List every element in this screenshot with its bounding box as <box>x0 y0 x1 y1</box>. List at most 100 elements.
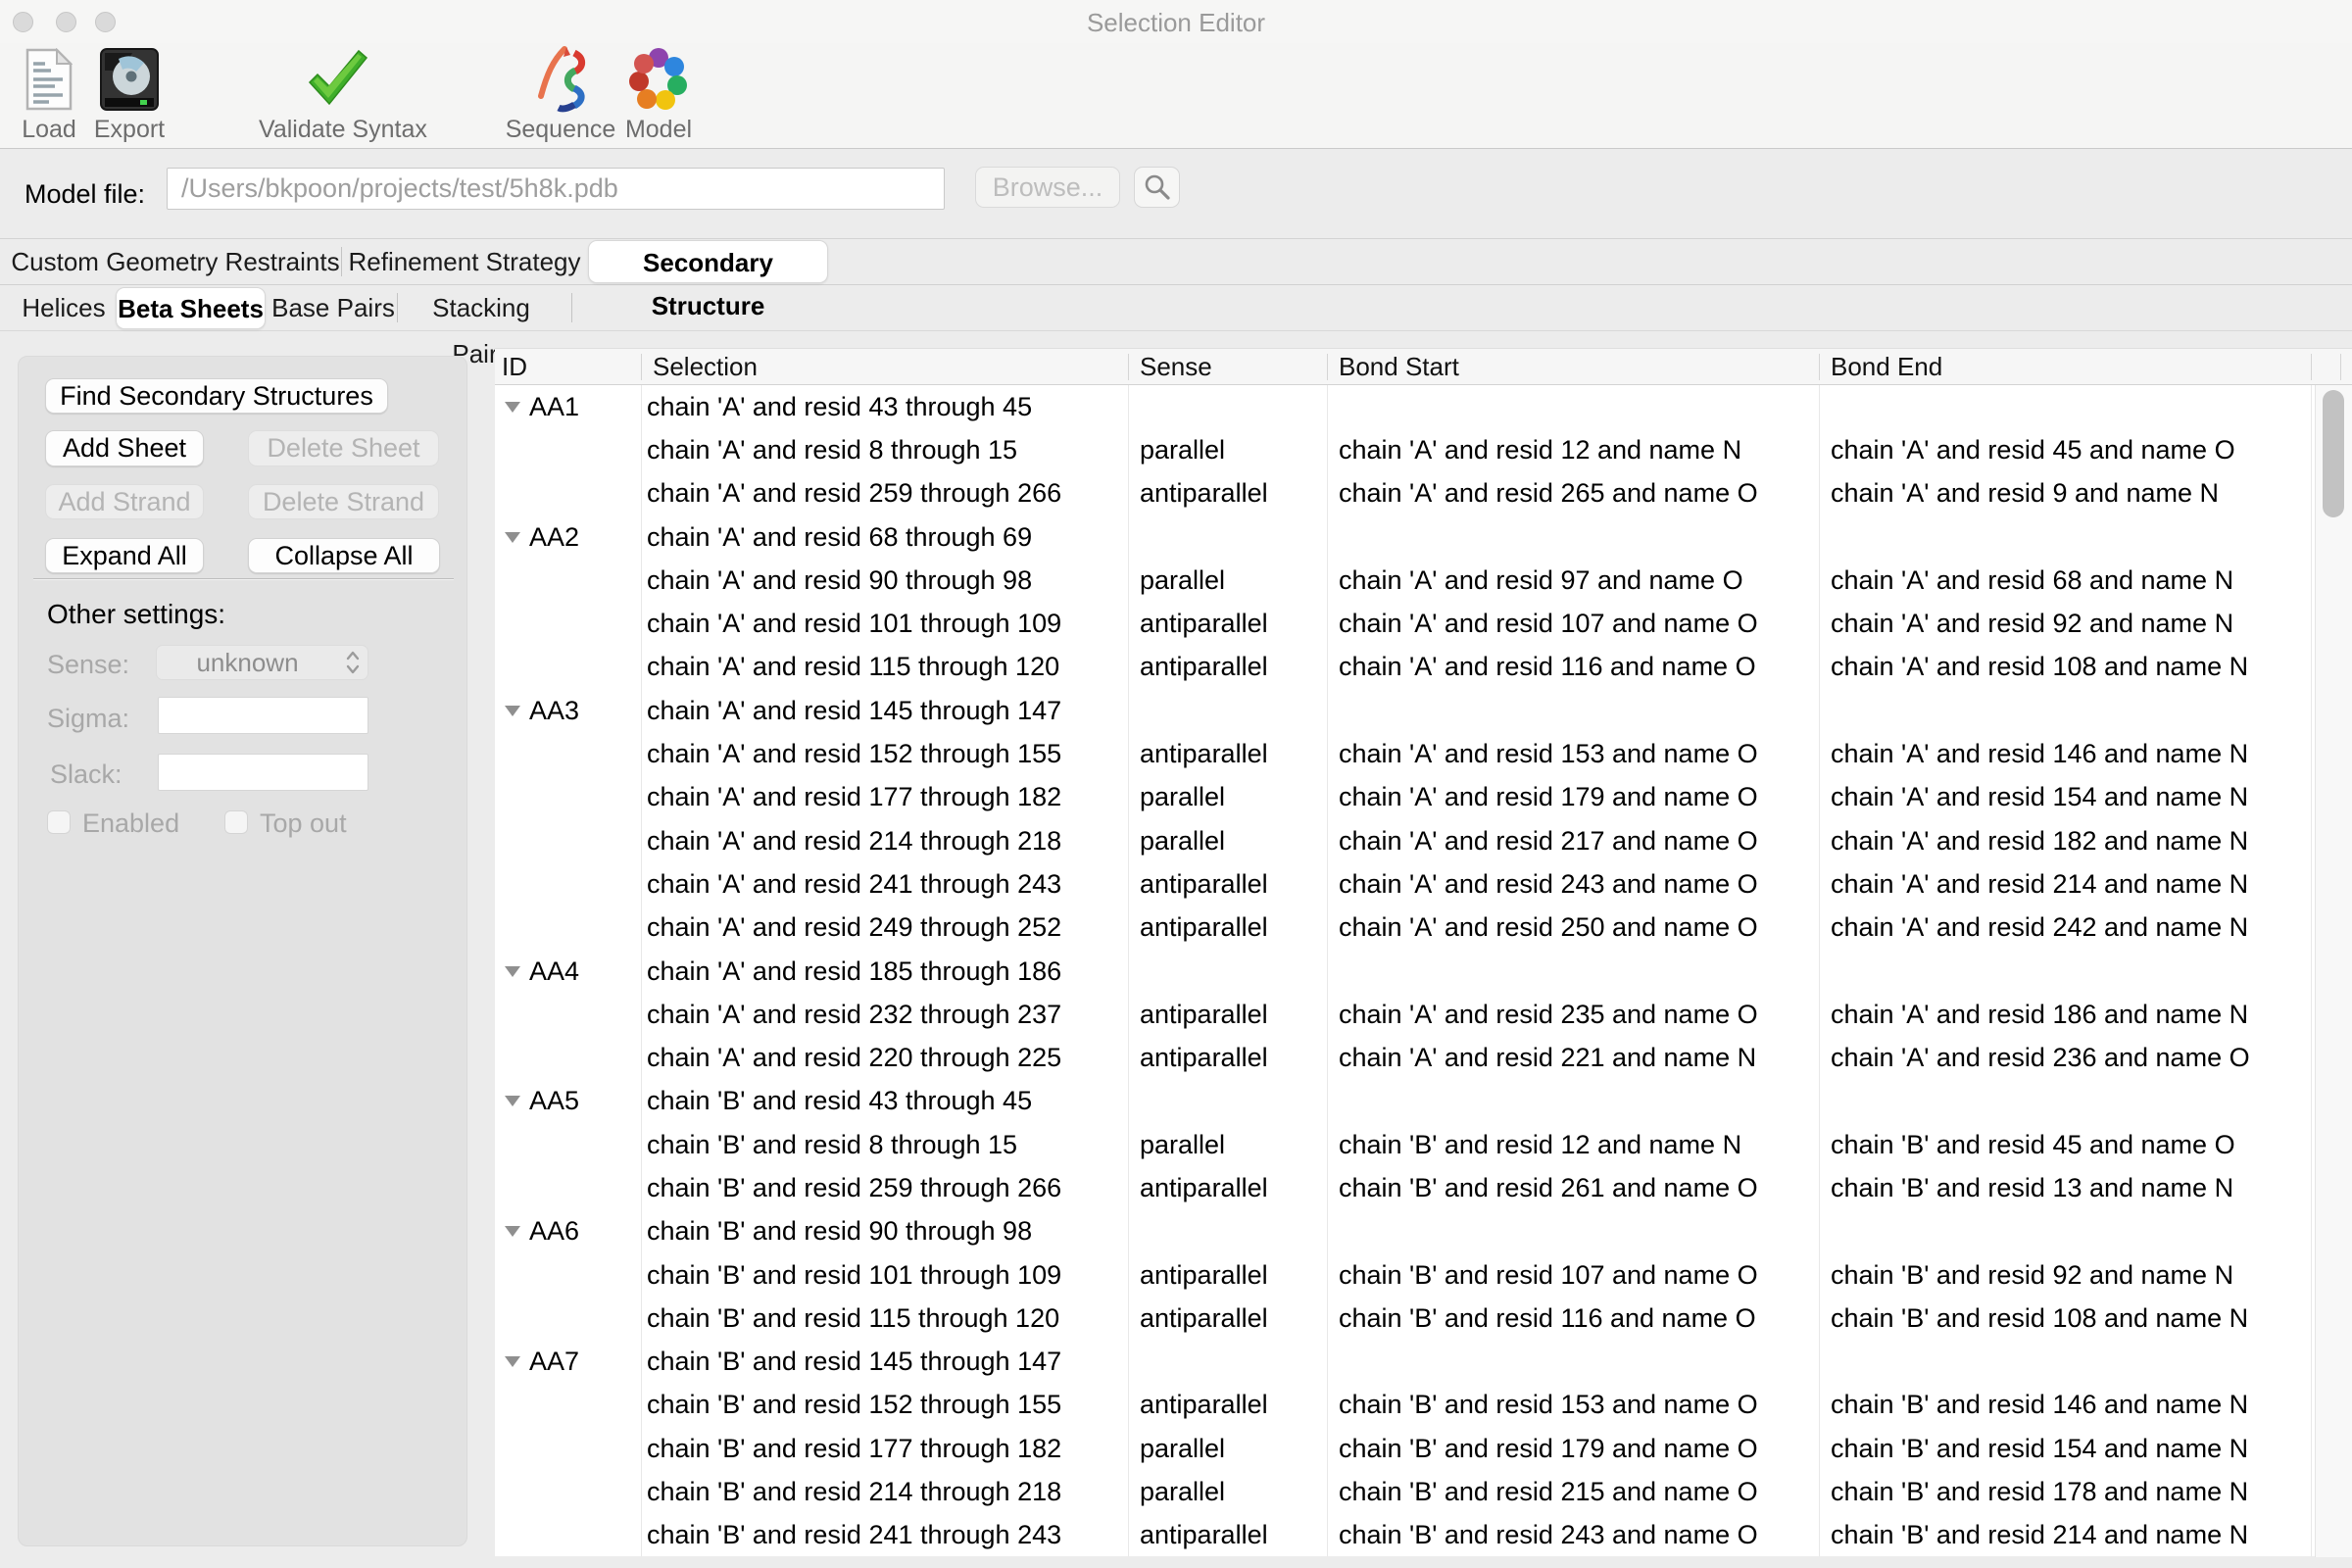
sheet-id-label: AA7 <box>529 1347 580 1377</box>
bond-end-cell: chain 'B' and resid 214 and name N <box>1831 1520 2249 1550</box>
sheet-group-row[interactable]: AA1 chain 'A' and resid 43 through 45 <box>495 385 2315 428</box>
sense-cell: antiparallel <box>1140 1302 1268 1333</box>
strand-row[interactable]: chain 'A' and resid 214 through 218 paral… <box>495 819 2315 862</box>
strand-row[interactable]: chain 'A' and resid 259 through 266 antip… <box>495 472 2315 515</box>
selection-cell: chain 'B' and resid 101 through 109 <box>647 1259 1062 1290</box>
strand-row[interactable]: chain 'B' and resid 152 through 155 antip… <box>495 1384 2315 1427</box>
add-sheet-button[interactable]: Add Sheet <box>45 430 204 466</box>
column-header-sense[interactable]: Sense <box>1140 352 1212 381</box>
selection-cell: chain 'A' and resid 220 through 225 <box>647 1043 1062 1073</box>
strand-row[interactable]: chain 'A' and resid 232 through 237 antip… <box>495 993 2315 1036</box>
column-divider[interactable] <box>1128 354 1129 380</box>
disclosure-triangle-icon[interactable] <box>505 531 520 543</box>
strand-row[interactable]: chain 'B' and resid 101 through 109 antip… <box>495 1253 2315 1297</box>
strand-row[interactable]: chain 'A' and resid 152 through 155 antip… <box>495 732 2315 775</box>
strand-row[interactable]: chain 'A' and resid 115 through 120 antip… <box>495 646 2315 689</box>
zoom-window-icon[interactable] <box>95 12 116 32</box>
validate-syntax-button[interactable]: Validate Syntax <box>259 45 427 144</box>
search-file-button[interactable] <box>1134 167 1180 208</box>
vertical-scrollbar[interactable] <box>2315 385 2352 1557</box>
strand-row[interactable]: chain 'B' and resid 115 through 120 antip… <box>495 1297 2315 1340</box>
sheet-id-label: AA3 <box>529 695 580 725</box>
sheet-group-row[interactable]: AA3 chain 'A' and resid 145 through 147 <box>495 689 2315 732</box>
row-id-cell: AA1 <box>495 392 641 422</box>
selection-cell: chain 'A' and resid 177 through 182 <box>647 782 1062 812</box>
tab-custom-geometry-restraints[interactable]: Custom Geometry Restraints <box>11 247 340 276</box>
column-header-bond-end[interactable]: Bond End <box>1831 352 1943 381</box>
model-button[interactable]: Model <box>619 45 698 144</box>
delete-strand-button[interactable]: Delete Strand <box>248 484 439 519</box>
selection-cell: chain 'A' and resid 232 through 237 <box>647 999 1062 1029</box>
sigma-field[interactable] <box>158 697 368 734</box>
top-out-checkbox[interactable] <box>224 810 248 834</box>
expand-all-button[interactable]: Expand All <box>45 538 204 573</box>
strand-row[interactable]: chain 'B' and resid 214 through 218 paral… <box>495 1470 2315 1513</box>
disclosure-triangle-icon[interactable] <box>505 1226 520 1238</box>
tab-beta-sheets[interactable]: Beta Sheets <box>116 287 266 329</box>
bond-end-cell: chain 'A' and resid 108 and name N <box>1831 652 2249 682</box>
browse-button[interactable]: Browse... <box>975 167 1120 208</box>
sense-cell: antiparallel <box>1140 652 1268 682</box>
add-strand-button[interactable]: Add Strand <box>45 484 204 519</box>
disclosure-triangle-icon[interactable] <box>505 705 520 716</box>
tab-secondary-structure[interactable]: Secondary Structure <box>588 240 828 320</box>
tab-stacking-pairs[interactable]: Stacking Pairs <box>432 293 530 368</box>
sense-cell: parallel <box>1140 825 1226 856</box>
strand-row[interactable]: chain 'A' and resid 90 through 98 paralle… <box>495 559 2315 602</box>
export-button[interactable]: Export <box>90 45 169 144</box>
disclosure-triangle-icon[interactable] <box>505 965 520 977</box>
selection-cell: chain 'B' and resid 259 through 266 <box>647 1172 1062 1202</box>
column-gridline <box>1128 385 1129 1556</box>
tab-helices[interactable]: Helices <box>22 293 106 322</box>
find-secondary-structures-button[interactable]: Find Secondary Structures <box>45 378 388 414</box>
disclosure-triangle-icon[interactable] <box>505 1356 520 1368</box>
column-divider[interactable] <box>641 354 642 380</box>
tab-refinement-strategy[interactable]: Refinement Strategy <box>348 247 581 276</box>
strand-row[interactable]: chain 'B' and resid 177 through 182 paral… <box>495 1427 2315 1470</box>
disclosure-triangle-icon[interactable] <box>505 401 520 413</box>
sheet-group-row[interactable]: AA7 chain 'B' and resid 145 through 147 <box>495 1341 2315 1384</box>
tab-base-pairs[interactable]: Base Pairs <box>271 293 395 322</box>
sequence-button[interactable]: Sequence <box>482 45 639 144</box>
sense-dropdown[interactable]: unknown <box>156 645 368 680</box>
scrollbar-thumb[interactable] <box>2323 390 2344 517</box>
disclosure-triangle-icon[interactable] <box>505 1096 520 1107</box>
column-divider[interactable] <box>1327 354 1328 380</box>
selection-cell: chain 'A' and resid 259 through 266 <box>647 478 1062 509</box>
strand-row[interactable]: chain 'A' and resid 249 through 252 antip… <box>495 906 2315 950</box>
strand-row[interactable]: chain 'A' and resid 8 through 15 parallel… <box>495 428 2315 471</box>
column-header-selection[interactable]: Selection <box>653 352 758 381</box>
sheet-group-row[interactable]: AA2 chain 'A' and resid 68 through 69 <box>495 515 2315 559</box>
bond-end-cell: chain 'A' and resid 242 and name N <box>1831 912 2249 943</box>
delete-sheet-button[interactable]: Delete Sheet <box>248 430 439 466</box>
strand-row[interactable]: chain 'B' and resid 241 through 243 antip… <box>495 1514 2315 1557</box>
selection-cell: chain 'A' and resid 68 through 69 <box>647 521 1033 552</box>
selection-cell: chain 'A' and resid 214 through 218 <box>647 825 1062 856</box>
slack-field[interactable] <box>158 754 368 791</box>
column-divider[interactable] <box>2311 354 2312 380</box>
strand-row[interactable]: chain 'A' and resid 241 through 243 antip… <box>495 862 2315 906</box>
collapse-all-button[interactable]: Collapse All <box>248 538 440 573</box>
strand-row[interactable]: chain 'A' and resid 177 through 182 paral… <box>495 776 2315 819</box>
enabled-checkbox[interactable] <box>47 810 71 834</box>
load-button[interactable]: Load <box>10 45 88 144</box>
sheet-group-row[interactable]: AA6 chain 'B' and resid 90 through 98 <box>495 1210 2315 1253</box>
column-divider[interactable] <box>2340 354 2341 380</box>
beta-sheets-table: ID Selection Sense Bond Start Bond End A… <box>495 348 2352 1557</box>
selection-cell: chain 'A' and resid 8 through 15 <box>647 434 1018 465</box>
bond-start-cell: chain 'A' and resid 116 and name O <box>1339 652 1756 682</box>
close-window-icon[interactable] <box>13 12 33 32</box>
sheet-group-row[interactable]: AA5 chain 'B' and resid 43 through 45 <box>495 1080 2315 1123</box>
model-file-input[interactable] <box>167 168 945 210</box>
column-divider[interactable] <box>1819 354 1820 380</box>
strand-row[interactable]: chain 'B' and resid 259 through 266 antip… <box>495 1166 2315 1209</box>
selection-cell: chain 'B' and resid 214 through 218 <box>647 1477 1062 1507</box>
sheet-group-row[interactable]: AA4 chain 'A' and resid 185 through 186 <box>495 950 2315 993</box>
strand-row[interactable]: chain 'A' and resid 220 through 225 antip… <box>495 1036 2315 1079</box>
column-header-bond-start[interactable]: Bond Start <box>1339 352 1459 381</box>
minimize-window-icon[interactable] <box>56 12 76 32</box>
strand-row[interactable]: chain 'B' and resid 8 through 15 parallel… <box>495 1123 2315 1166</box>
column-header-id[interactable]: ID <box>502 352 527 381</box>
bond-end-cell: chain 'A' and resid 68 and name N <box>1831 564 2234 595</box>
strand-row[interactable]: chain 'A' and resid 101 through 109 antip… <box>495 602 2315 645</box>
